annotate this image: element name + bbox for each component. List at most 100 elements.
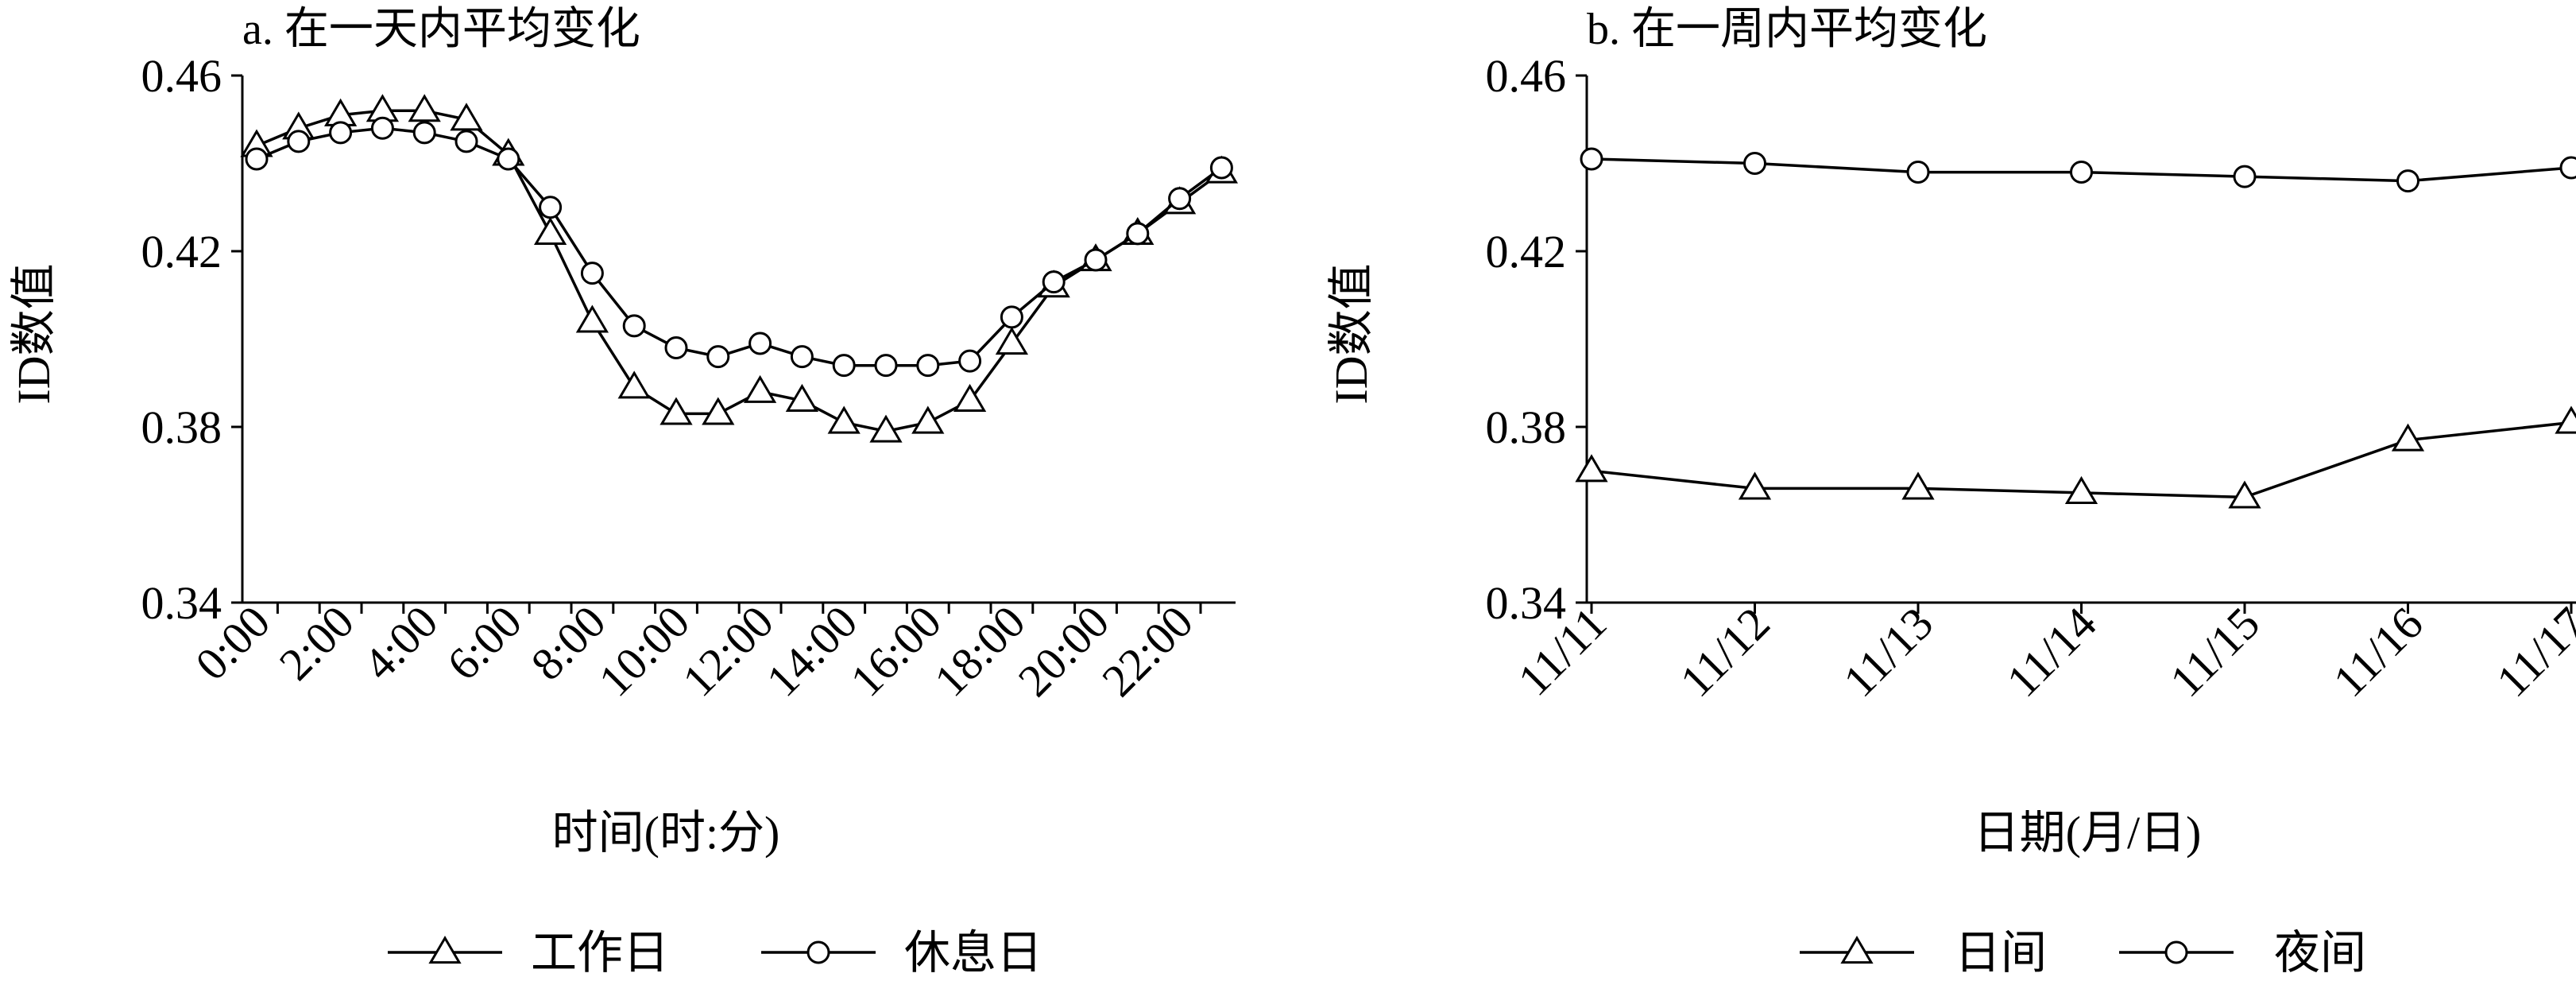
data-point-circle xyxy=(2070,161,2093,184)
x-tick-label: 11/12 xyxy=(1670,597,1780,707)
chart-b-axes xyxy=(1585,76,2576,604)
x-tick-label: 12:00 xyxy=(672,595,783,706)
chart-a-legend: 工作日 休息日 xyxy=(388,927,1042,979)
data-point-triangle xyxy=(785,383,819,412)
x-tick-label: 16:00 xyxy=(841,595,951,706)
y-tick-label: 0.34 xyxy=(1486,577,1567,629)
chart-a-x-axis-label: 时间(时:分) xyxy=(552,807,780,859)
legend-a-triangle-icon xyxy=(428,936,462,964)
chart-a-title: a. 在一天内平均变化 xyxy=(242,5,640,54)
x-tick-label: 4:00 xyxy=(354,595,448,690)
x-tick-label: 11/16 xyxy=(2323,597,2433,707)
data-point-triangle xyxy=(827,405,861,434)
data-point-circle xyxy=(1168,187,1192,211)
data-point-circle xyxy=(539,196,563,219)
data-point-circle xyxy=(706,345,730,369)
data-point-circle xyxy=(664,336,688,360)
data-point-circle xyxy=(2559,156,2576,180)
x-tick-label: 2:00 xyxy=(269,595,364,690)
y-tick-label: 0.46 xyxy=(141,50,222,102)
x-tick-label: 11/17 xyxy=(2486,597,2576,707)
data-point-circle xyxy=(454,130,478,153)
data-point-triangle xyxy=(702,397,735,425)
x-tick-label: 11/14 xyxy=(1997,597,2106,707)
legend-a-label-1: 休息日 xyxy=(904,927,1042,977)
data-point-circle xyxy=(329,121,353,145)
y-tick-label: 0.46 xyxy=(1486,50,1567,102)
legend-b-label-0: 日间 xyxy=(1955,927,2047,977)
data-point-triangle xyxy=(995,327,1029,355)
chart-a-series xyxy=(240,94,1239,443)
data-point-triangle xyxy=(2391,423,2425,452)
y-tick-label: 0.38 xyxy=(1486,401,1567,453)
chart-b-series xyxy=(1575,147,2576,509)
y-tick-label: 0.42 xyxy=(141,226,222,277)
data-point-triangle xyxy=(533,216,567,245)
data-point-circle xyxy=(1580,147,1603,171)
chart-b-y-ticks: 0.46 0.42 0.38 0.34 xyxy=(1486,50,1587,629)
data-point-triangle xyxy=(1901,471,1935,500)
data-point-triangle xyxy=(1738,471,1772,500)
x-tick-label: 6:00 xyxy=(437,595,532,690)
data-point-circle xyxy=(622,314,646,338)
data-point-circle xyxy=(2233,165,2257,188)
data-point-circle xyxy=(497,147,520,171)
legend-b-triangle-icon xyxy=(1840,936,1874,964)
x-tick-label: 22:00 xyxy=(1092,595,1202,706)
y-tick-label: 0.42 xyxy=(1486,226,1567,277)
data-point-triangle xyxy=(2555,405,2576,434)
x-tick-label: 18:00 xyxy=(924,595,1035,706)
data-point-circle xyxy=(1126,222,1150,246)
chart-a-axes xyxy=(241,76,1236,604)
data-point-circle xyxy=(1084,248,1108,272)
chart-b-title: b. 在一周内平均变化 xyxy=(1587,5,1987,54)
x-tick-label: 11/13 xyxy=(1833,597,1943,707)
chart-a-y-axis-label: ID数值 xyxy=(8,263,60,404)
data-point-circle xyxy=(1042,270,1066,294)
data-point-circle xyxy=(958,349,982,373)
x-tick-label: 10:00 xyxy=(589,595,699,706)
chart-a: a. 在一天内平均变化 ID数值 时间(时:分) 0.46 0.42 0.38 0.3… xyxy=(8,5,1239,979)
data-point-circle xyxy=(1000,305,1023,329)
data-point-circle xyxy=(2396,169,2419,193)
legend-b-label-1: 夜间 xyxy=(2274,927,2366,977)
data-point-circle xyxy=(370,116,394,140)
data-point-circle xyxy=(287,130,311,153)
chart-b-y-axis-label: ID数值 xyxy=(1325,263,1377,404)
chart-b-x-ticks: 11/11 11/12 11/13 11/14 11/15 11/16 11/17 xyxy=(1508,597,2576,707)
series-line-circle xyxy=(256,126,1223,367)
y-tick-label: 0.34 xyxy=(141,577,222,629)
legend-a-label-0: 工作日 xyxy=(531,927,669,977)
data-point-triangle xyxy=(2064,475,2098,504)
data-point-triangle xyxy=(450,103,483,131)
data-point-triangle xyxy=(408,94,441,122)
chart-b-x-axis-label: 日期(月/日) xyxy=(1974,807,2202,859)
data-point-circle xyxy=(790,345,814,369)
x-tick-label: 20:00 xyxy=(1008,595,1119,706)
chart-a-y-ticks: 0.46 0.42 0.38 0.34 xyxy=(141,50,242,629)
data-point-circle xyxy=(245,147,269,171)
data-point-triangle xyxy=(1575,454,1608,483)
chart-b-legend: 日间 夜间 xyxy=(1800,927,2366,979)
x-tick-label: 14:00 xyxy=(756,595,867,706)
data-point-triangle xyxy=(575,304,609,333)
data-point-circle xyxy=(1209,156,1233,180)
legend-b-circle-icon xyxy=(2164,940,2188,964)
chart-b: b. 在一周内平均变化 ID数值 日期(月/日) 0.46 0.42 0.38 0.3… xyxy=(1325,5,2576,979)
y-tick-label: 0.38 xyxy=(141,401,222,453)
data-point-triangle xyxy=(743,374,777,403)
data-point-circle xyxy=(748,332,772,355)
data-point-circle xyxy=(580,262,604,285)
data-point-triangle xyxy=(911,405,945,434)
legend-a-circle-icon xyxy=(806,940,830,964)
data-point-triangle xyxy=(617,370,651,399)
data-point-triangle xyxy=(659,397,693,425)
data-point-triangle xyxy=(2228,480,2261,509)
data-point-circle xyxy=(832,354,856,378)
chart-a-x-ticks: 0:002:004:006:008:0010:0012:0014:0016:00… xyxy=(185,595,1202,706)
data-point-triangle xyxy=(953,383,987,412)
data-point-circle xyxy=(1906,161,1930,184)
data-point-circle xyxy=(412,121,436,145)
